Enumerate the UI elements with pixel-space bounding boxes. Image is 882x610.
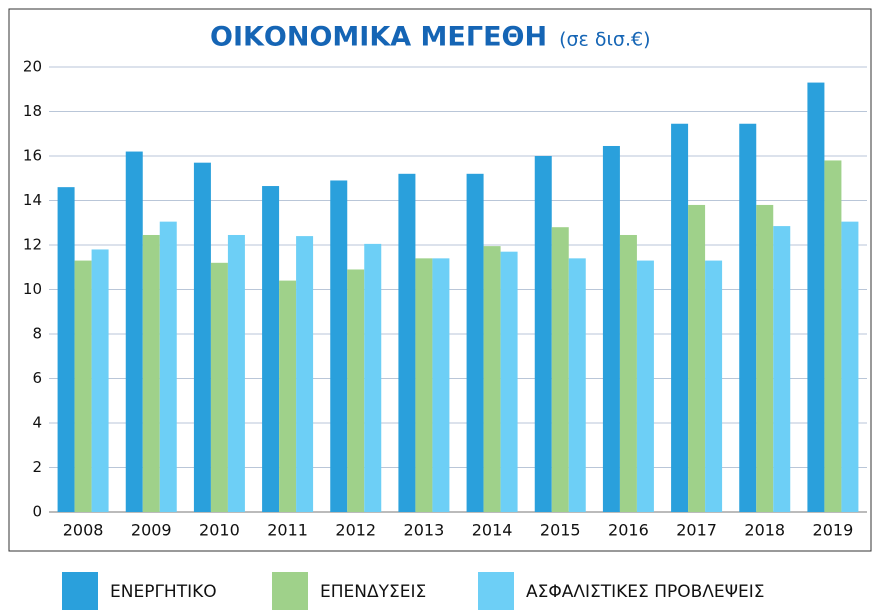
bar	[824, 160, 842, 512]
bar	[57, 187, 75, 512]
legend-swatch	[272, 572, 308, 610]
x-tick-label: 2011	[267, 521, 308, 540]
legend-swatch	[478, 572, 514, 610]
bar	[636, 260, 654, 512]
y-tick-label: 20	[23, 58, 42, 76]
bar	[551, 227, 569, 512]
bar	[705, 260, 723, 512]
bar	[688, 204, 706, 512]
y-tick-label: 4	[32, 414, 42, 432]
y-tick-label: 2	[32, 458, 42, 476]
bar	[125, 151, 143, 513]
x-tick-label: 2009	[131, 521, 172, 540]
legend-label: ΑΣΦΑΛΙΣΤΙΚΕΣ ΠΡΟΒΛΕΨΕΙΣ	[526, 582, 765, 602]
bar	[756, 204, 774, 512]
y-tick-label: 16	[23, 147, 42, 165]
bar	[330, 180, 348, 512]
bar	[415, 258, 433, 512]
chart-subtitle: (σε δισ.€)	[559, 29, 650, 51]
x-tick-label: 2016	[608, 521, 649, 540]
x-tick-label: 2010	[199, 521, 240, 540]
bar	[296, 236, 314, 512]
legend-label: ΕΝΕΡΓΗΤΙΚΟ	[110, 582, 217, 602]
bar	[807, 82, 825, 512]
bar	[568, 258, 586, 512]
bar	[773, 226, 791, 512]
bar	[262, 186, 280, 512]
bar	[74, 260, 92, 512]
bar	[602, 145, 620, 513]
bar	[364, 243, 382, 512]
y-tick-label: 12	[23, 236, 42, 254]
legend-swatch	[62, 572, 98, 610]
x-tick-label: 2013	[404, 521, 445, 540]
y-tick-label: 10	[23, 280, 42, 298]
bar	[534, 156, 552, 512]
x-tick-label: 2008	[63, 521, 104, 540]
x-tick-label: 2017	[676, 521, 717, 540]
bar	[279, 280, 297, 512]
bar	[159, 221, 177, 512]
bar	[193, 162, 211, 513]
chart-title: ΟΙΚΟΝΟΜΙΚΑ ΜΕΓΕΘΗ	[210, 22, 547, 53]
y-tick-label: 6	[32, 369, 42, 387]
bar	[142, 234, 160, 513]
bar	[91, 249, 109, 512]
bar	[841, 221, 859, 512]
bar	[483, 246, 501, 513]
bar	[739, 123, 757, 513]
x-tick-label: 2014	[472, 521, 513, 540]
bar	[500, 251, 518, 513]
x-tick-label: 2018	[744, 521, 785, 540]
bar	[619, 234, 637, 513]
bar	[671, 123, 689, 513]
bar	[227, 234, 245, 513]
x-tick-label: 2015	[540, 521, 581, 540]
bar	[398, 173, 416, 513]
y-tick-label: 14	[23, 191, 42, 209]
y-tick-label: 18	[23, 102, 42, 120]
bar	[347, 269, 365, 512]
bar	[210, 262, 228, 512]
chart-frame	[8, 8, 872, 552]
y-tick-label: 8	[32, 325, 42, 343]
bar	[432, 258, 450, 512]
legend-label: ΕΠΕΝΔΥΣΕΙΣ	[320, 582, 426, 602]
x-tick-label: 2012	[335, 521, 376, 540]
y-tick-label: 0	[32, 503, 42, 521]
bar	[466, 173, 484, 513]
x-tick-label: 2019	[813, 521, 854, 540]
